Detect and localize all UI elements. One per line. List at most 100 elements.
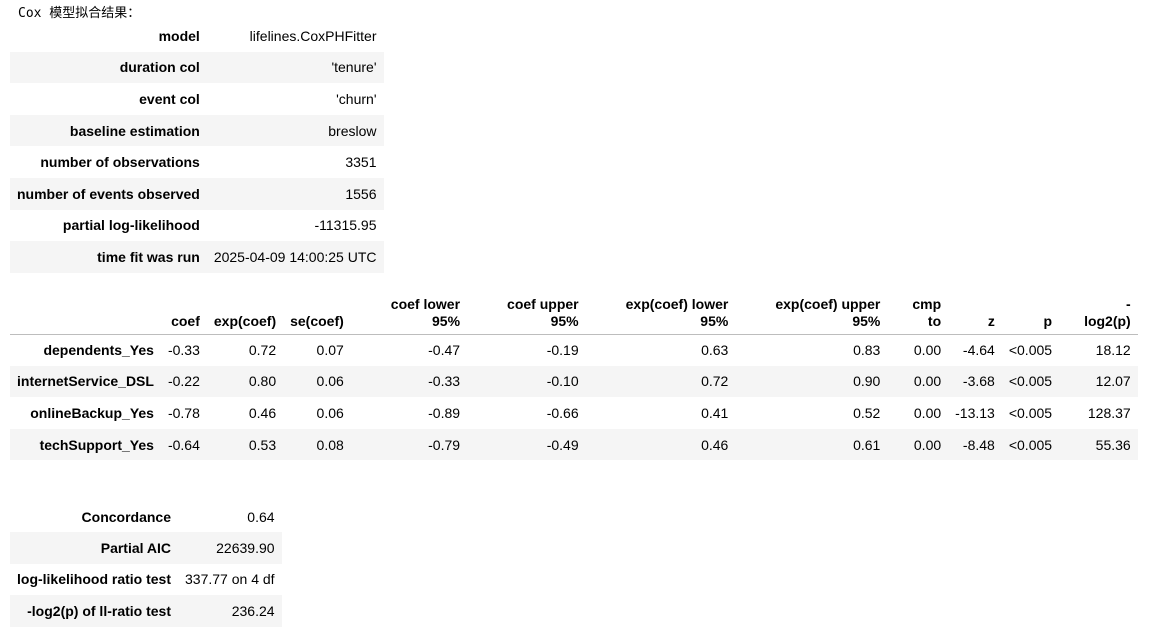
summary-label: model [158, 27, 200, 44]
table-cell: 0.06 [283, 365, 351, 398]
table-cell: 0.00 [887, 365, 949, 398]
table-cell: 0.90 [735, 365, 888, 398]
table-cell: 0.41 [701, 404, 729, 421]
output-title: Cox 模型拟合结果： [18, 6, 141, 21]
table-row: techSupport_Yes -0.64 0.53 0.08 -0.79 -0… [10, 428, 1138, 461]
table-cell: 0.00 [887, 428, 949, 461]
row-name-header [10, 287, 161, 334]
stats-value: 236.24 [178, 595, 282, 627]
stats-label: -log2(p) of ll-ratio test [10, 595, 179, 627]
table-cell: 0.72 [248, 342, 277, 359]
summary-value: 2025-04-09 14:00:25 UTC [206, 241, 384, 273]
table-cell: 0.08 [283, 428, 351, 461]
summary-label: duration col [10, 51, 207, 84]
column-header: exp(coef) upper 95% [775, 295, 881, 329]
covariate-name: onlineBackup_Yes [30, 404, 154, 421]
table-cell: 0.00 [913, 342, 942, 359]
summary-row: duration col 'tenure' [10, 51, 384, 84]
summary-value: lifelines.CoxPHFitter [249, 27, 377, 44]
summary-label: partial log-likelihood [62, 217, 200, 234]
table-cell: -0.64 [160, 428, 207, 461]
table-cell: 0.53 [206, 428, 284, 461]
summary-row: number of observations 3351 [10, 146, 384, 178]
table-cell: 0.80 [206, 365, 284, 398]
table-cell: <0.005 [1001, 428, 1060, 461]
summary-row: model lifelines.CoxPHFitter [10, 20, 384, 52]
summary-label: baseline estimation [10, 114, 207, 147]
covariate-name: internetService_DSL [10, 365, 161, 398]
table-cell: -0.49 [467, 428, 586, 461]
column-header: exp(coef) lower 95% [625, 295, 729, 329]
summary-value: 'tenure' [206, 51, 384, 84]
table-cell: -0.22 [160, 365, 207, 398]
stats-row: Partial AIC 22639.90 [10, 532, 282, 564]
summary-row: time fit was run 2025-04-09 14:00:25 UTC [10, 241, 384, 273]
column-header: coef lower 95% [390, 295, 461, 329]
column-header: coef [171, 312, 200, 329]
column-header: exp(coef) [213, 312, 277, 329]
model-stats-table: Concordance 0.64 Partial AIC 22639.90 lo… [10, 501, 282, 627]
summary-value: 'churn' [336, 90, 377, 107]
summary-label: time fit was run [10, 241, 207, 273]
stats-label: log-likelihood ratio test [17, 571, 172, 588]
table-cell: 0.00 [913, 404, 942, 421]
stats-value: 22639.90 [178, 532, 282, 564]
table-cell: <0.005 [1001, 365, 1060, 398]
table-cell: -0.66 [546, 404, 579, 421]
table-cell: -8.48 [948, 428, 1002, 461]
table-cell: -4.64 [962, 342, 995, 359]
table-cell: 0.83 [853, 342, 881, 359]
covariate-name: techSupport_Yes [10, 428, 161, 461]
table-cell: 0.46 [585, 428, 736, 461]
summary-label: number of events observed [10, 177, 207, 210]
table-cell: 128.37 [1087, 404, 1131, 421]
stats-row: -log2(p) of ll-ratio test 236.24 [10, 595, 282, 627]
summary-row: number of events observed 1556 [10, 177, 384, 210]
column-header: z [987, 312, 995, 329]
column-header: - log2(p) [1084, 295, 1131, 329]
table-row: onlineBackup_Yes -0.78 0.46 0.06 -0.89 -… [10, 397, 1138, 429]
column-header: p [1043, 312, 1053, 329]
table-row: dependents_Yes -0.33 0.72 0.07 -0.47 -0.… [10, 334, 1138, 366]
summary-value: breslow [206, 114, 384, 147]
table-cell: 0.61 [735, 428, 888, 461]
stats-value: 0.64 [247, 508, 275, 525]
coefficient-header-row: coef exp(coef) se(coef) coef lower 95% co… [10, 287, 1138, 334]
coefficient-table: coef exp(coef) se(coef) coef lower 95% co… [10, 287, 1138, 461]
summary-value: 1556 [206, 177, 384, 210]
table-cell: -0.33 [167, 342, 200, 359]
table-cell: -0.89 [428, 404, 461, 421]
table-cell: 0.52 [853, 404, 881, 421]
table-cell: 55.36 [1059, 428, 1138, 461]
stats-row: Concordance 0.64 [10, 501, 282, 532]
table-cell: 18.12 [1095, 342, 1131, 359]
table-cell: -0.78 [167, 404, 200, 421]
column-header: coef upper 95% [507, 295, 579, 329]
table-cell: 0.46 [248, 404, 277, 421]
table-cell: <0.005 [1008, 404, 1053, 421]
table-cell: 0.72 [585, 365, 736, 398]
summary-value: 3351 [345, 154, 377, 171]
table-cell: -0.79 [350, 428, 468, 461]
stats-value: 337.77 on 4 df [185, 571, 275, 588]
column-header: cmp to [912, 295, 942, 329]
model-summary-table: model lifelines.CoxPHFitter duration col… [10, 20, 384, 273]
summary-row: baseline estimation breslow [10, 114, 384, 147]
table-cell: -0.19 [546, 342, 579, 359]
summary-label: number of observations [40, 154, 200, 171]
table-cell: <0.005 [1008, 342, 1053, 359]
table-cell: -3.68 [948, 365, 1002, 398]
covariate-name: dependents_Yes [43, 342, 154, 359]
table-cell: 12.07 [1059, 365, 1138, 398]
table-cell: -0.47 [428, 342, 461, 359]
summary-label: event col [139, 90, 200, 107]
table-cell: -0.10 [467, 365, 586, 398]
table-cell: 0.63 [701, 342, 729, 359]
stats-row: log-likelihood ratio test 337.77 on 4 df [10, 564, 282, 595]
column-header: se(coef) [290, 312, 344, 329]
summary-row: event col 'churn' [10, 83, 384, 115]
summary-row: partial log-likelihood -11315.95 [10, 210, 384, 242]
summary-value: -11315.95 [314, 217, 377, 234]
table-cell: 0.06 [316, 404, 344, 421]
stats-label: Partial AIC [10, 532, 179, 564]
